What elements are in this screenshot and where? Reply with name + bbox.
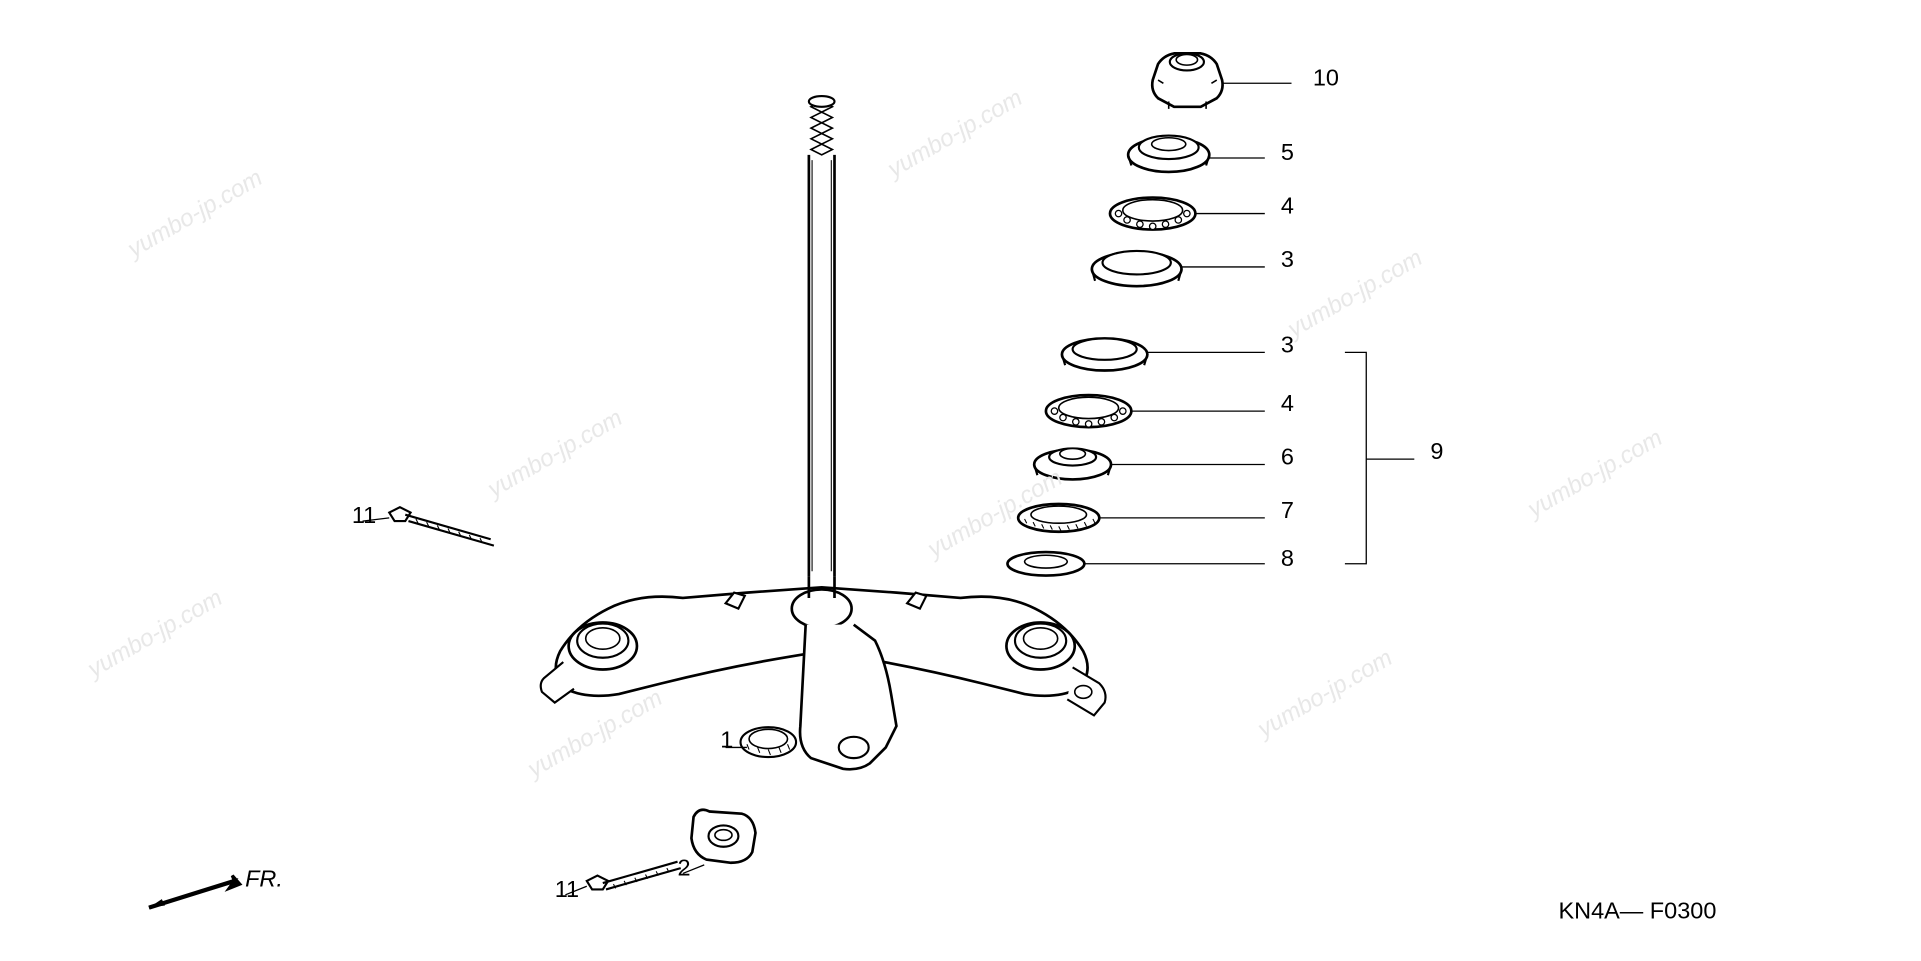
callout-number-3[interactable]: 3 [1281,246,1294,272]
part-6-cone [1034,448,1111,479]
part-7-seal [1018,504,1099,532]
part-10-nut [1152,53,1222,109]
callout-number-4[interactable]: 4 [1281,390,1294,416]
steering-stem [541,96,1106,769]
diagram-code: KN4A— F0300 [1558,897,1716,923]
fr-arrow: FR. [149,865,283,907]
diagram-svg: 1 2 3 3 4 4 5 6 7 8 9 10 11 11 FR. KN4A— F0300 [0,0,1921,961]
part-3-race-top [1092,251,1182,286]
part-2-holder [691,810,755,863]
callout-number-7[interactable]: 7 [1281,497,1294,523]
callout-lines [363,83,1415,895]
callout-number-4[interactable]: 4 [1281,193,1294,219]
diagram-area: yumbo-jp.comyumbo-jp.comyumbo-jp.comyumb… [0,0,1921,961]
callout-number-10[interactable]: 10 [1313,64,1339,90]
main-content: yumbo-jp.comyumbo-jp.comyumbo-jp.comyumb… [0,0,1921,961]
svg-text:FR.: FR. [245,865,283,891]
part-4-bearing-2 [1046,395,1131,427]
callout-number-8[interactable]: 8 [1281,545,1294,571]
callout-number-1[interactable]: 1 [720,726,733,752]
part-1-seal [741,727,797,757]
part-11-bolt-left [389,507,494,545]
callout-number-6[interactable]: 6 [1281,443,1294,469]
callout-number-11[interactable]: 11 [555,876,579,902]
callout-numbers: 1 2 3 3 4 4 5 6 7 8 9 10 11 11 [352,64,1444,902]
part-3-race-2 [1062,338,1147,370]
callout-number-5[interactable]: 5 [1281,139,1294,165]
callout-number-9[interactable]: 9 [1430,438,1443,464]
part-8-washer [1007,552,1084,575]
callout-number-11[interactable]: 11 [352,502,376,528]
callout-number-3[interactable]: 3 [1281,331,1294,357]
part-5-cone [1128,136,1209,172]
part-11-bolt-bottom [587,862,681,890]
part-4-bearing-top [1110,198,1195,230]
callout-number-2[interactable]: 2 [678,855,691,881]
page-container: yumbo-jp.comyumbo-jp.comyumbo-jp.comyumb… [0,0,1921,961]
